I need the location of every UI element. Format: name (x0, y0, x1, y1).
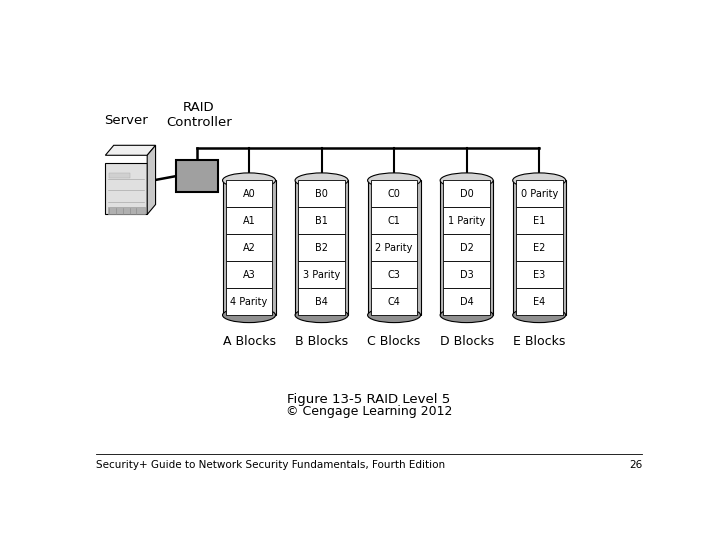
Text: 2 Parity: 2 Parity (375, 243, 413, 253)
Text: 1 Parity: 1 Parity (448, 216, 485, 226)
Text: RAID
Controller: RAID Controller (166, 101, 232, 129)
FancyBboxPatch shape (225, 234, 272, 261)
FancyBboxPatch shape (298, 180, 345, 207)
FancyBboxPatch shape (225, 207, 272, 234)
FancyBboxPatch shape (444, 207, 490, 234)
FancyBboxPatch shape (516, 234, 562, 261)
Text: B0: B0 (315, 189, 328, 199)
Ellipse shape (513, 173, 566, 188)
Text: D Blocks: D Blocks (440, 335, 494, 348)
Text: C3: C3 (387, 269, 400, 280)
FancyBboxPatch shape (513, 180, 566, 315)
FancyBboxPatch shape (516, 261, 562, 288)
Ellipse shape (440, 173, 493, 188)
Ellipse shape (368, 173, 420, 188)
FancyBboxPatch shape (222, 180, 276, 315)
Text: B1: B1 (315, 216, 328, 226)
FancyBboxPatch shape (176, 160, 218, 192)
Text: C0: C0 (387, 189, 400, 199)
Ellipse shape (513, 308, 566, 322)
Text: A0: A0 (243, 189, 256, 199)
Text: B2: B2 (315, 243, 328, 253)
FancyBboxPatch shape (371, 180, 418, 207)
FancyBboxPatch shape (444, 261, 490, 288)
FancyBboxPatch shape (371, 234, 418, 261)
Text: E4: E4 (533, 296, 545, 307)
Ellipse shape (295, 173, 348, 188)
FancyBboxPatch shape (482, 180, 493, 315)
Text: E1: E1 (533, 216, 545, 226)
Text: C Blocks: C Blocks (367, 335, 420, 348)
Text: C4: C4 (387, 296, 400, 307)
Text: C1: C1 (387, 216, 400, 226)
FancyBboxPatch shape (338, 180, 348, 315)
FancyBboxPatch shape (298, 288, 345, 315)
Text: E3: E3 (533, 269, 545, 280)
Ellipse shape (368, 308, 420, 322)
FancyBboxPatch shape (109, 173, 130, 178)
Text: 26: 26 (629, 460, 642, 470)
FancyBboxPatch shape (298, 207, 345, 234)
Ellipse shape (222, 173, 276, 188)
Text: D2: D2 (459, 243, 474, 253)
Ellipse shape (295, 308, 348, 322)
FancyBboxPatch shape (295, 180, 348, 315)
FancyBboxPatch shape (516, 288, 562, 315)
Ellipse shape (440, 308, 493, 322)
Text: 0 Parity: 0 Parity (521, 189, 558, 199)
Text: D0: D0 (460, 189, 474, 199)
Text: 4 Parity: 4 Parity (230, 296, 268, 307)
FancyBboxPatch shape (555, 180, 566, 315)
Text: A2: A2 (243, 243, 256, 253)
FancyBboxPatch shape (371, 261, 418, 288)
Text: A Blocks: A Blocks (222, 335, 276, 348)
FancyBboxPatch shape (225, 288, 272, 315)
FancyBboxPatch shape (107, 206, 145, 214)
Text: Server: Server (104, 114, 148, 127)
Polygon shape (105, 145, 156, 156)
FancyBboxPatch shape (444, 180, 490, 207)
FancyBboxPatch shape (298, 261, 345, 288)
FancyBboxPatch shape (371, 288, 418, 315)
Ellipse shape (222, 308, 276, 322)
FancyBboxPatch shape (225, 261, 272, 288)
Text: B Blocks: B Blocks (295, 335, 348, 348)
FancyBboxPatch shape (225, 180, 272, 207)
Text: B4: B4 (315, 296, 328, 307)
FancyBboxPatch shape (368, 180, 420, 315)
FancyBboxPatch shape (440, 180, 493, 315)
Text: Security+ Guide to Network Security Fundamentals, Fourth Edition: Security+ Guide to Network Security Fund… (96, 460, 445, 470)
Text: A3: A3 (243, 269, 256, 280)
FancyBboxPatch shape (105, 163, 147, 214)
Text: E2: E2 (533, 243, 545, 253)
FancyBboxPatch shape (371, 207, 418, 234)
Text: 3 Parity: 3 Parity (303, 269, 340, 280)
FancyBboxPatch shape (444, 234, 490, 261)
Text: D4: D4 (460, 296, 474, 307)
FancyBboxPatch shape (516, 207, 562, 234)
Text: D3: D3 (460, 269, 474, 280)
FancyBboxPatch shape (265, 180, 276, 315)
FancyBboxPatch shape (410, 180, 420, 315)
Text: Figure 13-5 RAID Level 5: Figure 13-5 RAID Level 5 (287, 393, 451, 406)
Polygon shape (147, 145, 156, 214)
Text: E Blocks: E Blocks (513, 335, 565, 348)
Text: © Cengage Learning 2012: © Cengage Learning 2012 (286, 406, 452, 419)
FancyBboxPatch shape (298, 234, 345, 261)
FancyBboxPatch shape (444, 288, 490, 315)
Text: A1: A1 (243, 216, 256, 226)
FancyBboxPatch shape (516, 180, 562, 207)
